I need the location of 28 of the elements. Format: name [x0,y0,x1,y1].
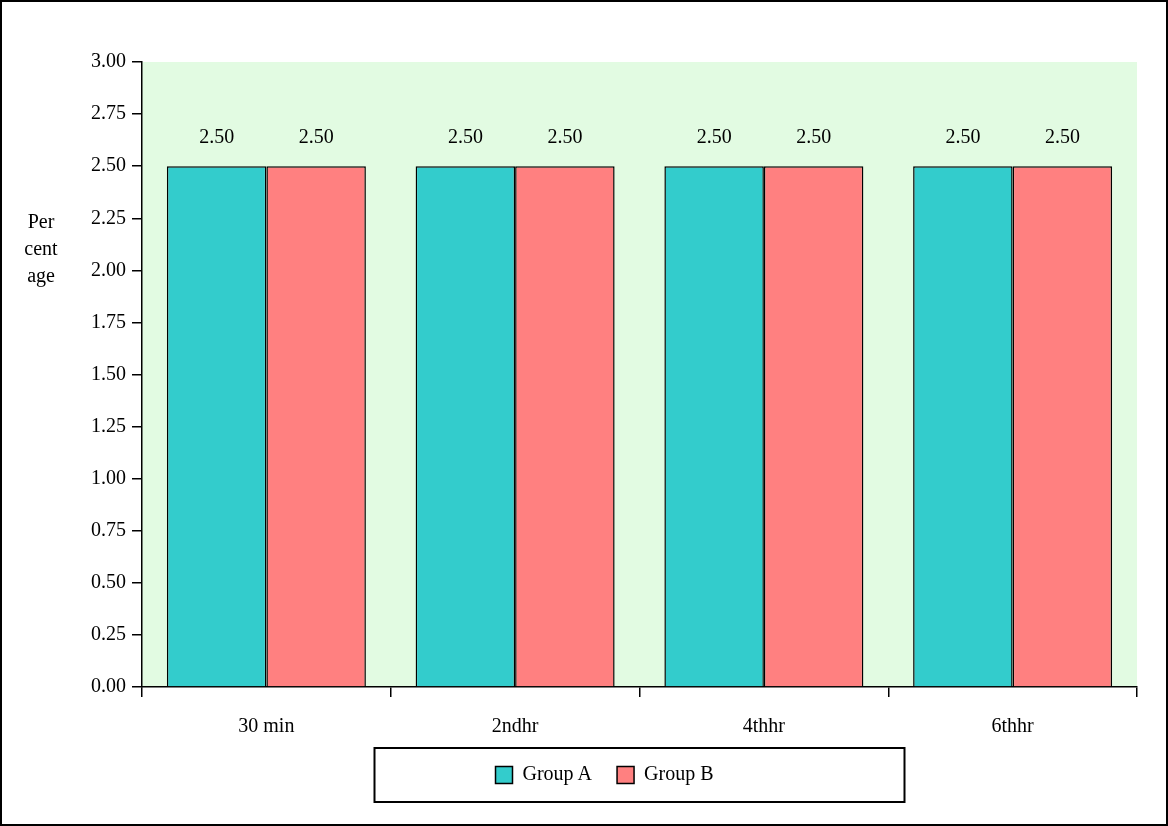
y-tick-label: 0.25 [91,622,126,645]
data-label: 2.50 [447,125,483,148]
y-tick-label: 2.75 [91,101,126,124]
x-tick-label: 2ndhr [491,714,539,737]
data-label: 2.50 [945,125,981,148]
data-label: 2.50 [796,125,832,148]
y-tick-label: 2.50 [91,153,126,176]
data-label: 2.50 [1044,125,1080,148]
x-tick-label: 30 min [238,714,295,737]
y-tick-label: 0.00 [91,674,126,697]
y-tick-label: 3.00 [91,49,126,72]
y-tick-label: 1.25 [91,413,126,436]
data-label: 2.50 [199,125,235,148]
legend-label: Group A [522,762,593,786]
data-label: 2.50 [696,125,732,148]
data-label: 2.50 [547,125,583,148]
y-tick-label: 0.75 [91,518,126,540]
x-tick-label: 4thhr [742,714,786,737]
y-axis-title: Per cent age [24,209,59,287]
data-label: 2.50 [298,125,334,148]
y-tick-label: 1.00 [91,465,126,488]
y-tick-label: 2.25 [91,205,126,228]
y-tick-label: 2.00 [91,257,126,280]
legend-label: Group B [644,762,714,786]
y-tick-label: 1.50 [91,361,126,384]
y-tick-label: 0.50 [91,570,126,593]
x-tick-label: 6thhr [991,714,1035,737]
y-tick-label: 1.75 [91,309,126,332]
